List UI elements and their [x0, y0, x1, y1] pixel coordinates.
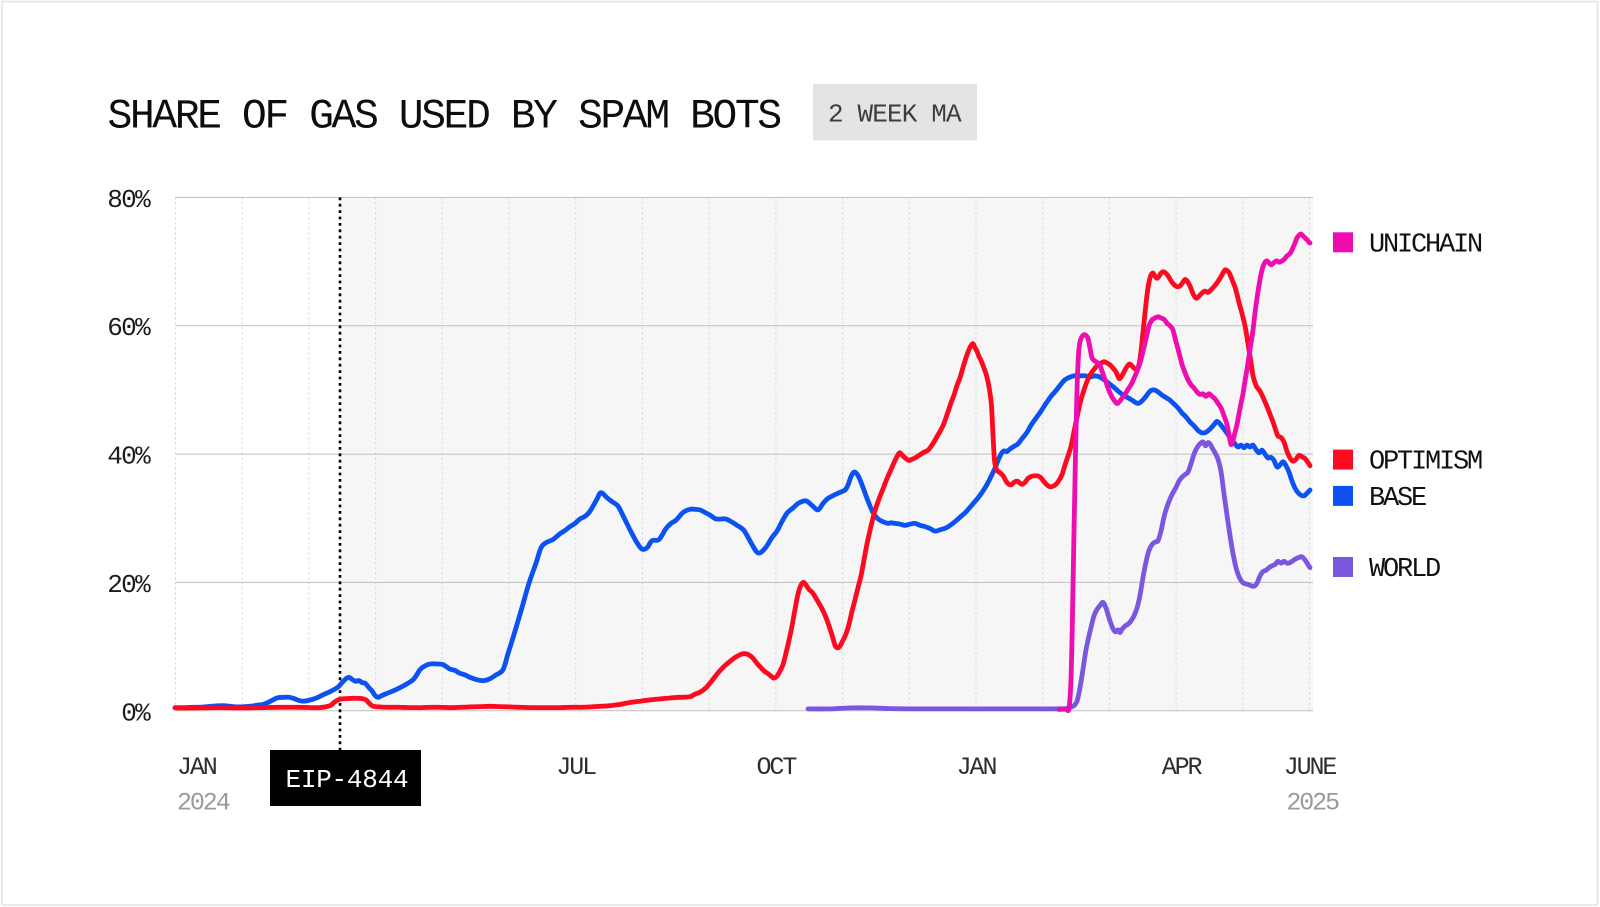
svg-text:0%: 0% — [121, 698, 151, 728]
svg-text:40%: 40% — [107, 442, 151, 472]
svg-text:2025: 2025 — [1286, 789, 1339, 818]
svg-text:UNICHAIN: UNICHAIN — [1369, 230, 1482, 260]
svg-text:JAN: JAN — [177, 753, 217, 782]
svg-text:WORLD: WORLD — [1369, 555, 1440, 585]
svg-text:20%: 20% — [107, 570, 151, 600]
svg-text:2024: 2024 — [177, 789, 230, 818]
svg-text:OPTIMISM: OPTIMISM — [1369, 448, 1482, 478]
svg-text:JUNE: JUNE — [1284, 753, 1337, 782]
svg-text:BASE: BASE — [1369, 484, 1426, 514]
svg-text:EIP-4844: EIP-4844 — [286, 765, 409, 795]
svg-text:60%: 60% — [107, 313, 151, 343]
svg-text:80%: 80% — [107, 185, 151, 215]
svg-text:2 WEEK MA: 2 WEEK MA — [828, 100, 962, 130]
svg-text:JUL: JUL — [556, 753, 596, 782]
svg-text:APR: APR — [1162, 753, 1203, 782]
svg-text:OCT: OCT — [757, 753, 798, 782]
svg-text:SHARE OF GAS USED BY SPAM BOTS: SHARE OF GAS USED BY SPAM BOTS — [108, 94, 781, 141]
svg-text:JAN: JAN — [957, 753, 997, 782]
